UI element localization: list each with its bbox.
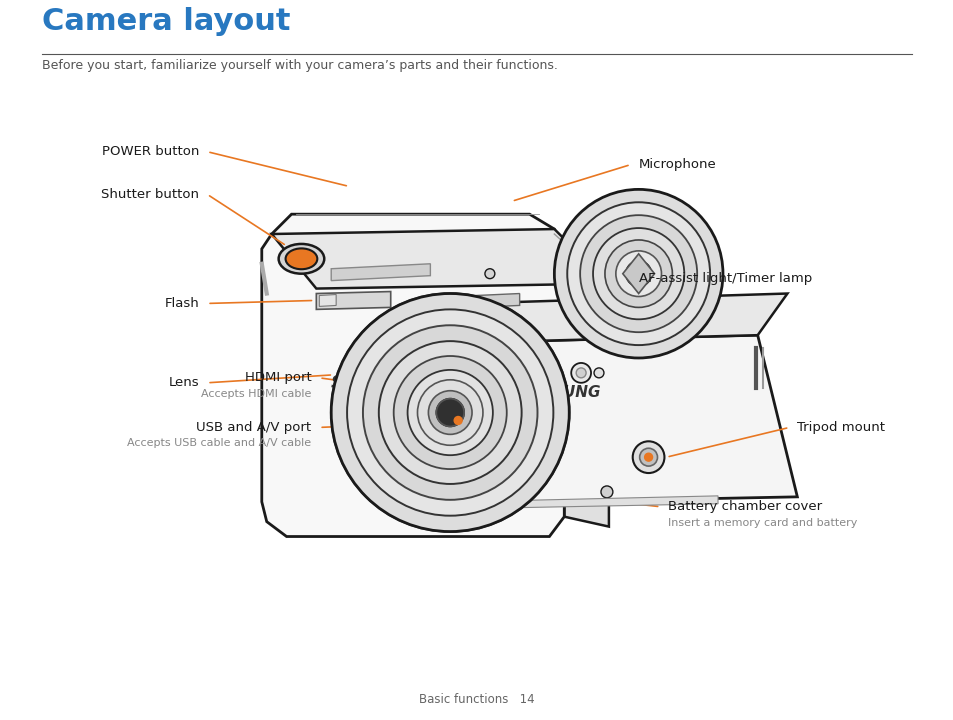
Text: Microphone: Microphone (638, 158, 716, 171)
Circle shape (407, 370, 493, 455)
Polygon shape (272, 229, 608, 289)
Circle shape (593, 228, 683, 319)
Circle shape (579, 215, 697, 332)
Circle shape (417, 380, 482, 445)
Polygon shape (393, 415, 448, 434)
Text: Accepts USB cable and A/V cable: Accepts USB cable and A/V cable (127, 438, 311, 449)
Circle shape (571, 363, 591, 383)
Circle shape (567, 202, 709, 345)
Circle shape (347, 310, 553, 516)
Polygon shape (622, 254, 654, 294)
Ellipse shape (285, 248, 317, 269)
Circle shape (604, 240, 672, 307)
Circle shape (378, 341, 521, 484)
Circle shape (484, 269, 495, 279)
Ellipse shape (278, 244, 324, 274)
Circle shape (576, 368, 585, 378)
Text: SAMSUNG: SAMSUNG (331, 374, 433, 392)
Polygon shape (331, 264, 430, 281)
Circle shape (639, 449, 657, 466)
Text: Accepts HDMI cable: Accepts HDMI cable (201, 389, 311, 399)
Polygon shape (563, 249, 608, 526)
Circle shape (594, 368, 603, 378)
Circle shape (331, 294, 569, 531)
Text: Tripod mount: Tripod mount (797, 421, 884, 434)
Text: USB and A/V port: USB and A/V port (196, 421, 311, 434)
Polygon shape (319, 294, 335, 307)
Circle shape (554, 189, 722, 358)
Polygon shape (448, 336, 797, 504)
Circle shape (625, 261, 651, 287)
Circle shape (440, 402, 459, 423)
Polygon shape (316, 292, 391, 310)
Text: POWER button: POWER button (102, 145, 199, 158)
Circle shape (436, 399, 463, 426)
Polygon shape (393, 378, 448, 400)
Circle shape (454, 416, 461, 425)
Circle shape (393, 355, 507, 470)
Circle shape (378, 341, 521, 484)
Circle shape (616, 251, 660, 297)
Text: AF-assist light/Timer lamp: AF-assist light/Timer lamp (638, 272, 811, 285)
Circle shape (428, 391, 472, 434)
Circle shape (362, 325, 537, 500)
Text: Basic functions   14: Basic functions 14 (418, 693, 535, 706)
Text: Before you start, familiarize yourself with your camera’s parts and their functi: Before you start, familiarize yourself w… (42, 60, 557, 73)
Text: Flash: Flash (164, 297, 199, 310)
Circle shape (521, 449, 537, 465)
Text: SAMSUNG: SAMSUNG (515, 385, 600, 400)
Polygon shape (461, 496, 718, 509)
Circle shape (405, 368, 495, 457)
Text: Insert a memory card and battery: Insert a memory card and battery (668, 518, 857, 528)
Text: HDMI port: HDMI port (244, 372, 311, 384)
Polygon shape (261, 214, 563, 536)
Circle shape (362, 325, 537, 500)
Circle shape (644, 453, 652, 461)
Circle shape (394, 356, 506, 469)
Text: Lens: Lens (169, 377, 199, 390)
Circle shape (431, 394, 469, 431)
Circle shape (632, 441, 663, 473)
Polygon shape (476, 294, 519, 307)
Text: Battery chamber cover: Battery chamber cover (668, 500, 821, 513)
Circle shape (331, 294, 569, 531)
Circle shape (420, 383, 479, 442)
Text: Camera layout: Camera layout (42, 6, 290, 36)
Circle shape (600, 486, 612, 498)
Polygon shape (391, 343, 450, 512)
Polygon shape (448, 294, 786, 343)
Circle shape (436, 399, 463, 426)
Circle shape (346, 308, 554, 517)
Text: Shutter button: Shutter button (101, 188, 199, 201)
